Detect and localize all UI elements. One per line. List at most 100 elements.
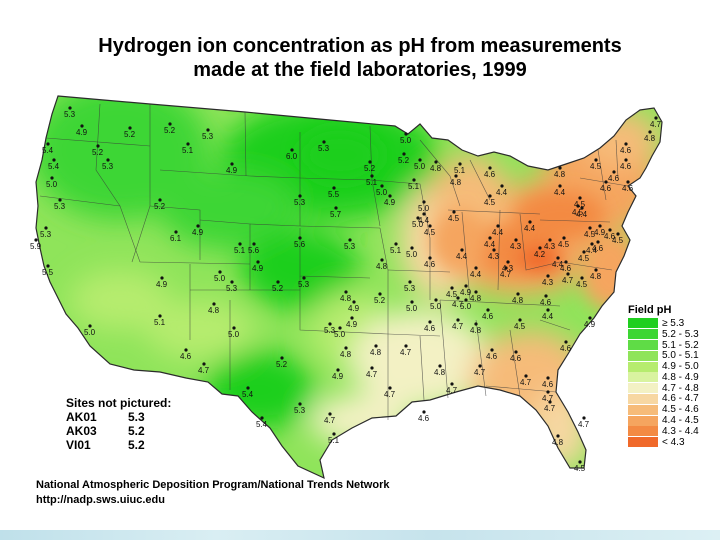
station-marker: 5.2 (398, 152, 410, 165)
station-marker: 4.4 (552, 256, 564, 269)
legend-swatch (628, 437, 658, 448)
station-marker: 4.4 (492, 224, 504, 237)
station-marker: 4.3 (488, 248, 500, 261)
station-value-label: 4.5 (574, 464, 586, 473)
station-marker: 4.4 (496, 184, 508, 197)
station-marker: 6.1 (170, 230, 182, 243)
station-marker: 4.6 (560, 340, 572, 353)
station-marker: 4.6 (542, 376, 554, 389)
station-marker: 4.8 (450, 174, 462, 187)
station-value-label: 5.3 (40, 230, 52, 239)
station-dot (52, 158, 56, 162)
station-value-label: 4.7 (562, 276, 574, 285)
station-marker: 4.6 (484, 166, 496, 179)
legend-item: 4.4 - 4.5 (628, 415, 699, 426)
station-value-label: 6.1 (170, 234, 182, 243)
station-marker: 4.5 (572, 204, 584, 217)
station-dot (332, 186, 336, 190)
station-value-label: 4.5 (448, 214, 460, 223)
station-dot (168, 122, 172, 126)
legend-swatch (628, 383, 658, 394)
station-marker: 4.6 (560, 260, 572, 273)
legend-item: < 4.3 (628, 437, 699, 448)
station-value-label: 4.3 (502, 264, 514, 273)
credit: National Atmospheric Deposition Program/… (36, 478, 389, 508)
station-marker: 4.6 (620, 158, 632, 171)
station-value-label: 5.5 (42, 268, 54, 277)
map-title-line-1: Hydrogen ion concentration as pH from me… (98, 35, 622, 57)
station-marker: 5.0 (214, 270, 226, 283)
station-value-label: 5.3 (54, 202, 66, 211)
station-marker: 4.4 (418, 212, 430, 225)
station-marker: 4.5 (574, 460, 586, 473)
station-dot (474, 266, 478, 270)
station-marker: 4.7 (452, 296, 464, 309)
station-marker: 5.1 (234, 242, 246, 255)
station-value-label: 4.7 (452, 300, 464, 309)
station-marker: 4.4 (586, 242, 598, 255)
station-dot (412, 178, 416, 182)
station-marker: 4.9 (584, 316, 596, 329)
station-marker: 5.0 (412, 216, 424, 229)
station-marker: 4.6 (486, 348, 498, 361)
station-marker: 5.0 (460, 298, 472, 311)
station-dot (34, 238, 38, 242)
station-value-label: 5.0 (418, 204, 430, 213)
station-value-label: 5.3 (64, 110, 76, 119)
station-marker: 5.0 (418, 200, 430, 213)
station-dot (452, 210, 456, 214)
station-value-label: 5.0 (412, 220, 424, 229)
station-value-label: 4.4 (496, 188, 508, 197)
station-value-label: 4.5 (574, 200, 586, 209)
station-marker: 5.2 (124, 126, 136, 139)
station-marker: 5.3 (54, 198, 66, 211)
station-marker: 4.6 (540, 294, 552, 307)
station-dot (438, 364, 442, 368)
station-value-label: 4.7 (474, 368, 486, 377)
site-id: AK01 (66, 410, 97, 424)
station-dot (404, 132, 408, 136)
station-marker: 4.6 (482, 308, 494, 321)
station-value-label: 5.4 (48, 162, 60, 171)
station-marker: 4.6 (620, 142, 632, 155)
station-dot (548, 400, 552, 404)
station-value-label: 4.8 (552, 438, 564, 447)
station-value-label: 5.2 (164, 126, 176, 135)
station-marker: 5.0 (84, 324, 96, 337)
station-marker: 4.5 (584, 226, 596, 239)
station-value-label: 5.2 (124, 130, 136, 139)
station-value-label: 4.4 (484, 240, 496, 249)
station-dot (596, 240, 600, 244)
station-marker: 4.9 (346, 316, 358, 329)
legend-item: 4.8 - 4.9 (628, 372, 699, 383)
station-dot (654, 116, 658, 120)
station-dot (302, 276, 306, 280)
station-marker: 5.2 (374, 292, 386, 305)
station-marker: 4.9 (460, 284, 472, 297)
station-value-label: 5.0 (214, 274, 226, 283)
station-marker: 4.5 (484, 194, 496, 207)
station-dot (380, 258, 384, 262)
station-dot (44, 226, 48, 230)
station-marker: 4.2 (534, 246, 546, 259)
station-value-label: 5.3 (294, 198, 306, 207)
station-marker: 4.6 (424, 256, 436, 269)
station-marker: 4.7 (520, 374, 532, 387)
station-marker: 5.5 (42, 264, 54, 277)
station-value-label: 5.3 (404, 284, 416, 293)
credit-url: http://nadp.sws.uiuc.edu (36, 494, 165, 506)
station-marker: 4.5 (574, 196, 586, 209)
station-marker: 5.3 (404, 280, 416, 293)
station-dot (576, 204, 580, 208)
station-marker: 5.0 (46, 176, 58, 189)
station-marker: 4.8 (470, 322, 482, 335)
station-marker: 4.9 (594, 224, 606, 237)
station-marker: 4.8 (208, 302, 220, 315)
station-marker: 4.6 (608, 170, 620, 183)
station-dot (478, 364, 482, 368)
station-value-label: 4.8 (340, 294, 352, 303)
station-marker: 5.1 (154, 314, 166, 327)
station-value-label: 4.8 (554, 170, 566, 179)
station-marker: 4.9 (348, 300, 360, 313)
